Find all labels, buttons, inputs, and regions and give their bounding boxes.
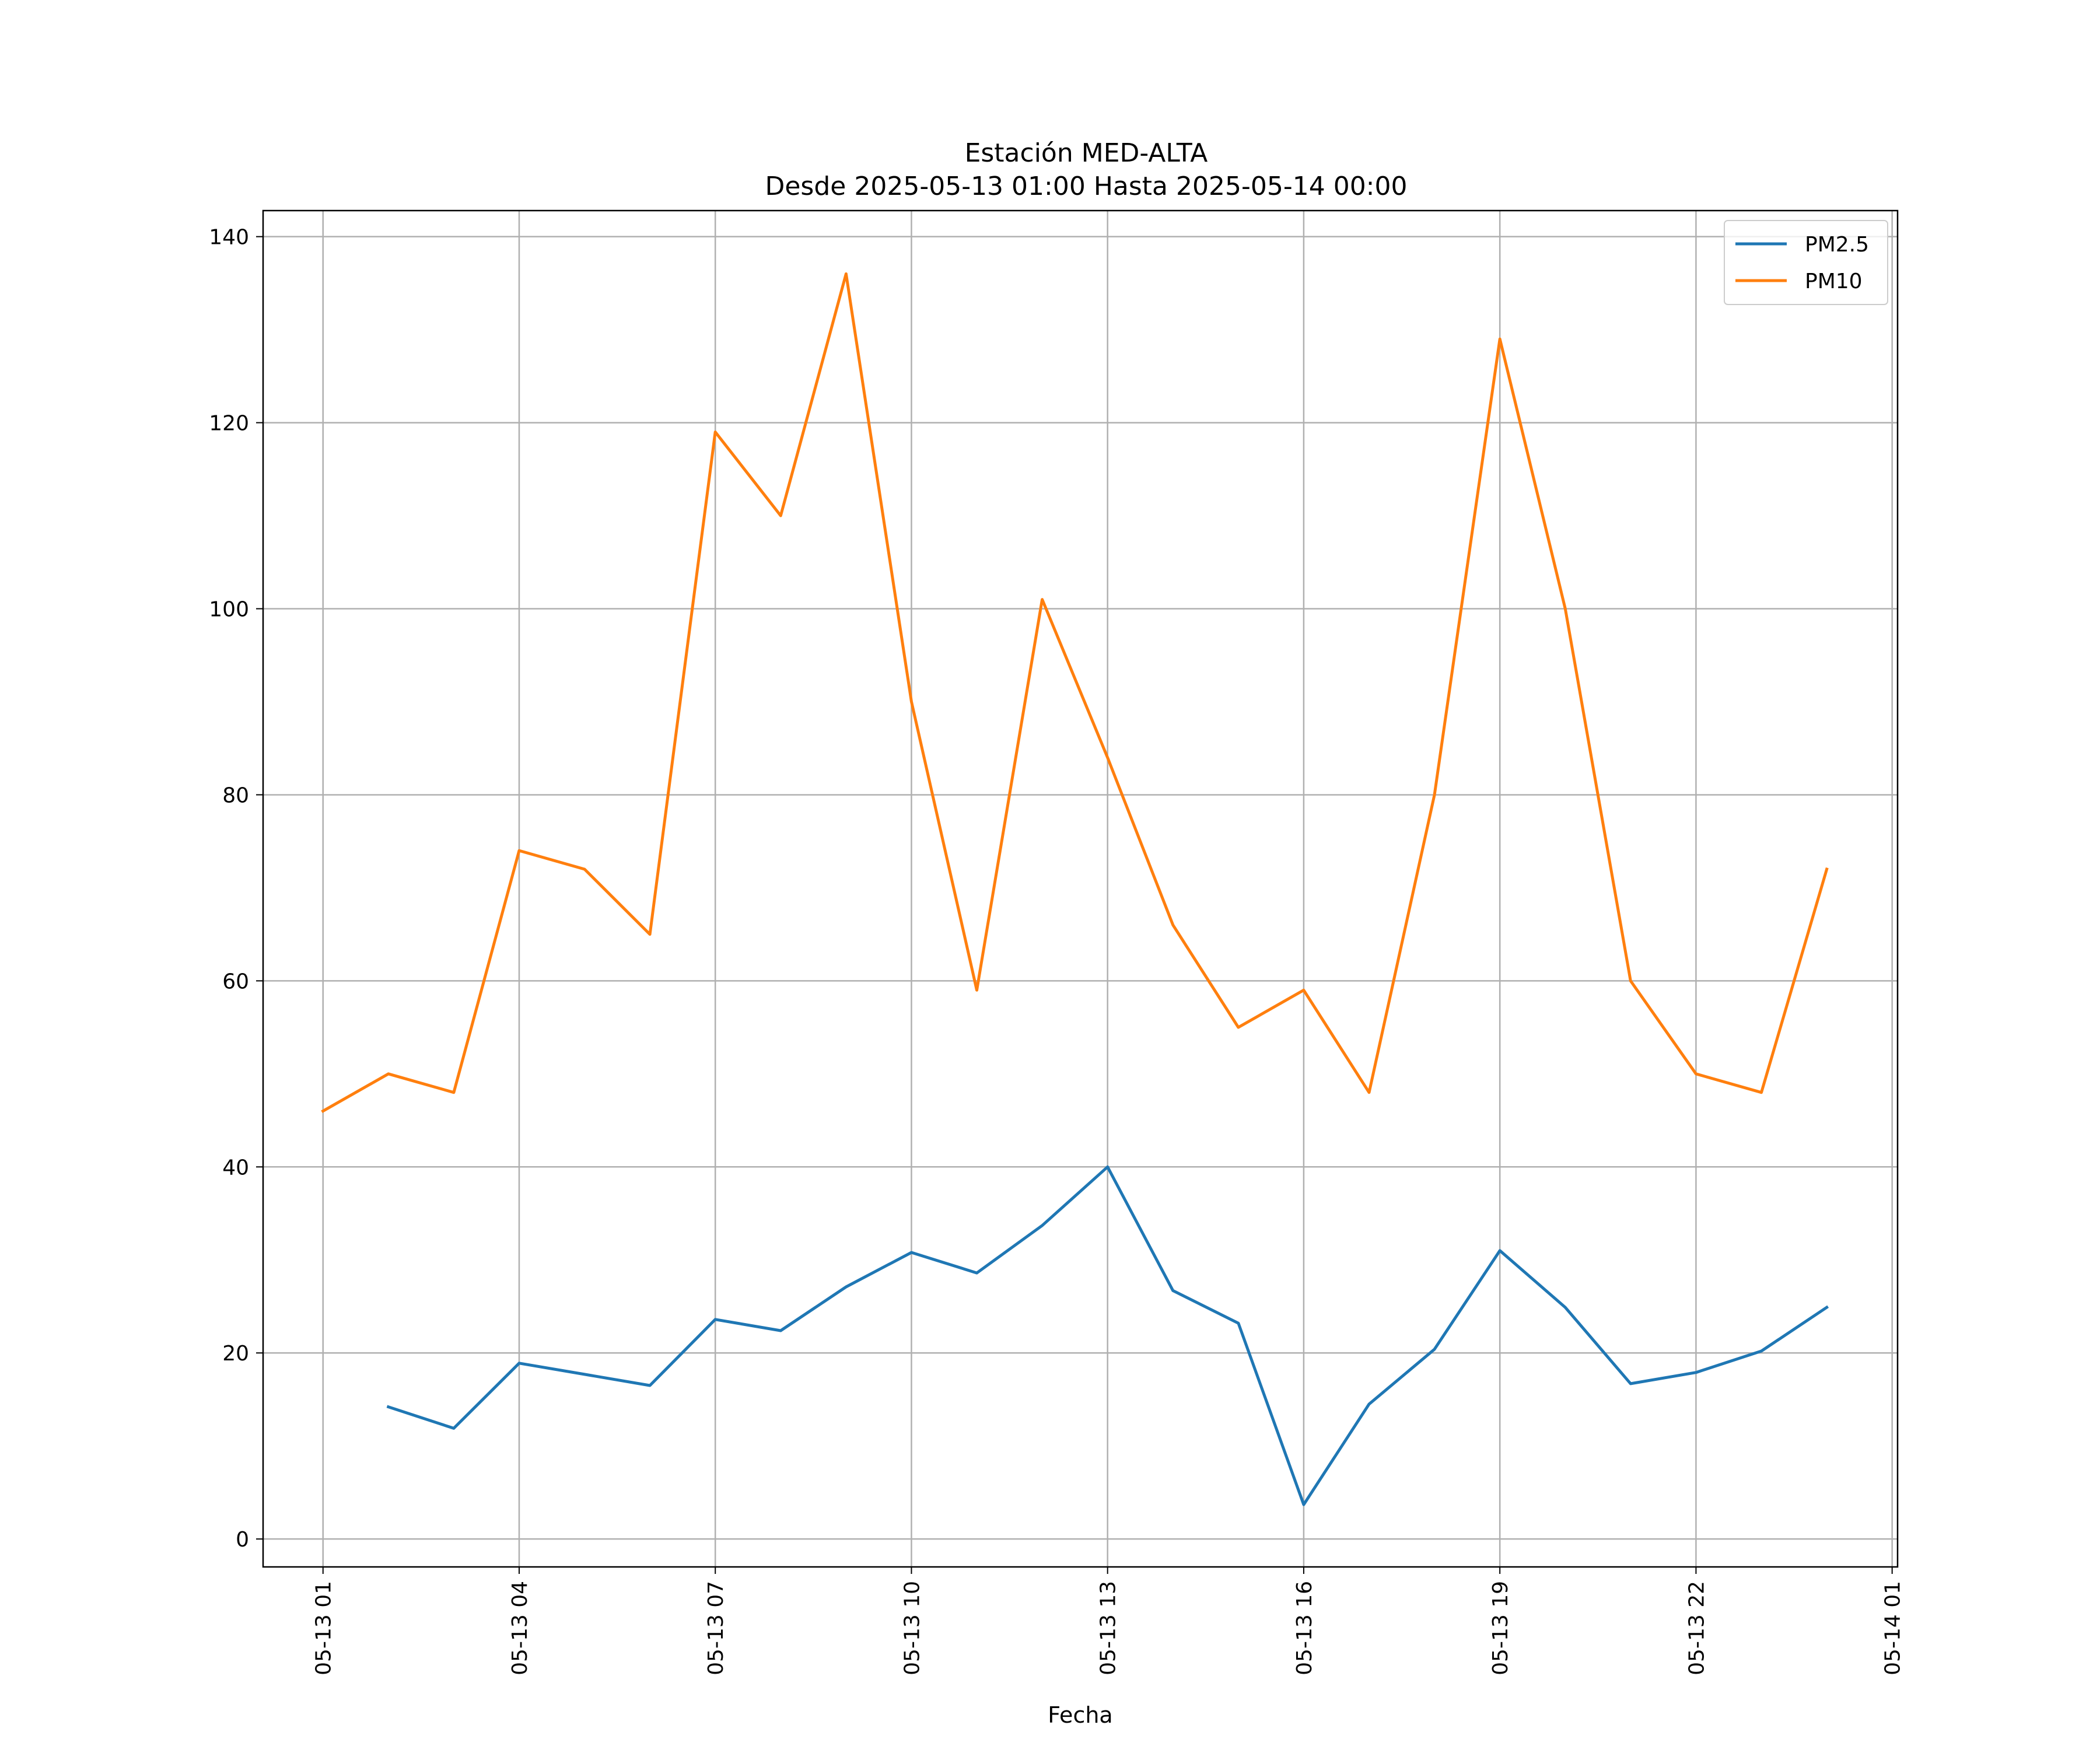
x-tick-label: 05-13 22 [1685,1581,1709,1675]
y-tick-label: 20 [222,1342,249,1366]
x-tick-label: 05-13 07 [704,1581,728,1675]
x-tick-label: 05-13 04 [508,1581,532,1675]
chart-title: Estación MED-ALTA [965,138,1208,168]
series-line-pm25 [386,1165,1829,1506]
y-tick-label: 40 [222,1156,249,1180]
x-tick-label: 05-13 19 [1489,1581,1513,1675]
y-tick-label: 80 [222,783,249,807]
legend-label-pm10: PM10 [1805,270,1863,293]
legend-label-pm25: PM2.5 [1805,233,1869,257]
legend-box [1724,220,1888,305]
chart-subtitle: Desde 2025-05-13 01:00 Hasta 2025-05-14 … [765,172,1407,201]
y-tick-label: 140 [209,226,249,250]
axis-ticks: 05-13 01 05-13 04 05-13 07 05-13 10 05-13 13… [209,226,1905,1675]
x-axis-label: Fecha [1048,1702,1112,1728]
legend: PM2.5 PM10 [1724,220,1888,305]
x-tick-label: 05-14 01 [1881,1581,1905,1675]
x-tick-label: 05-13 16 [1293,1581,1317,1675]
y-tick-label: 0 [236,1528,249,1552]
series-lines [321,272,1829,1506]
x-tick-label: 05-13 10 [900,1581,924,1675]
series-line-pm10 [321,272,1829,1114]
x-tick-label: 05-13 01 [312,1581,336,1675]
y-tick-label: 120 [209,412,249,436]
y-tick-label: 60 [222,970,249,993]
plot-area-frame [262,209,1899,1568]
x-tick-label: 05-13 13 [1097,1581,1121,1675]
y-tick-label: 100 [209,598,249,622]
